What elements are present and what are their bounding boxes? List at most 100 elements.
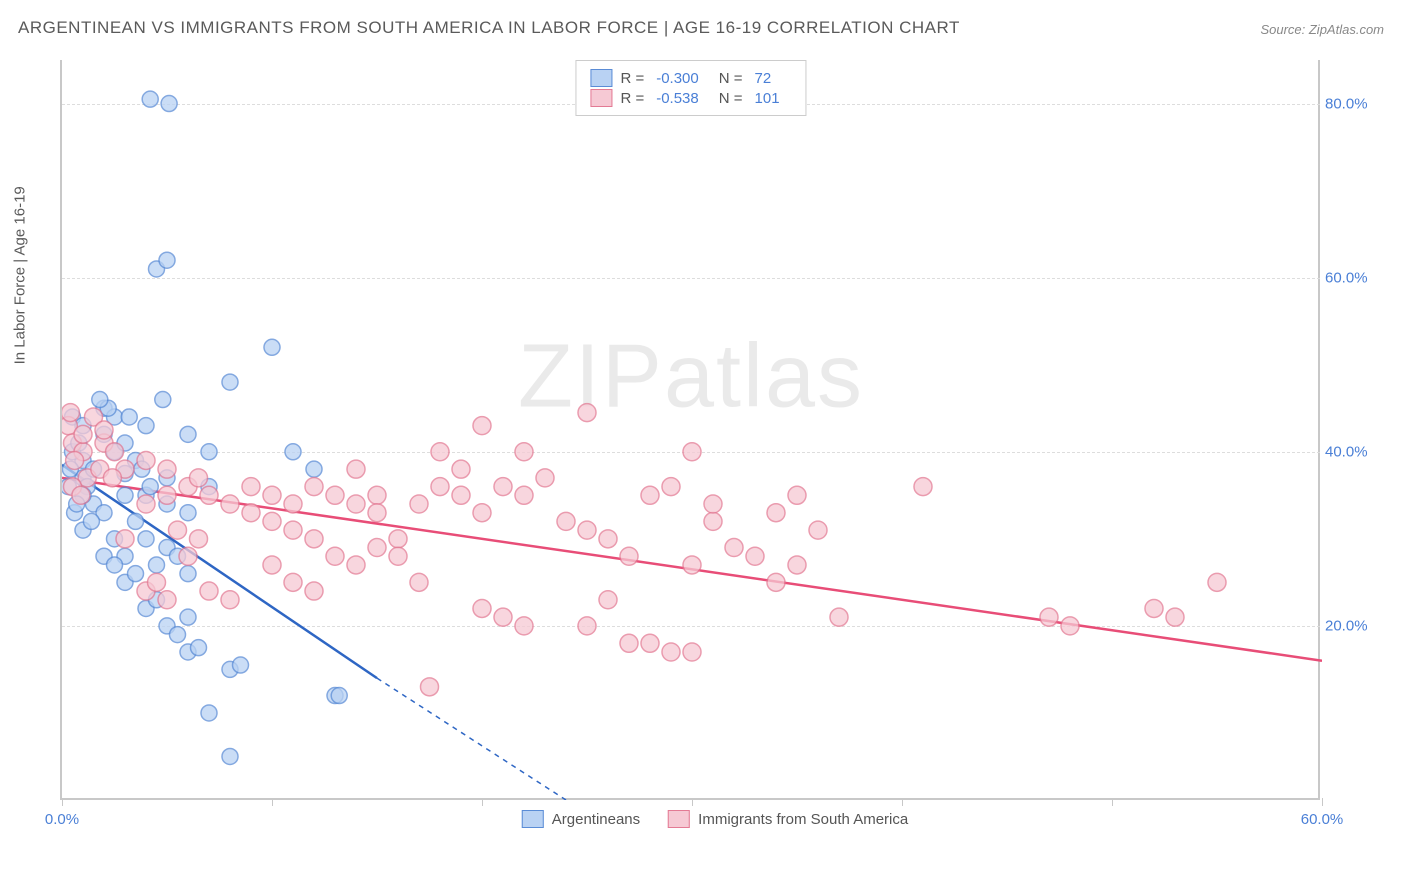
data-point xyxy=(410,495,428,513)
legend-label: Argentineans xyxy=(552,811,640,828)
data-point xyxy=(138,531,154,547)
r-label: R = xyxy=(620,70,644,87)
data-point xyxy=(746,547,764,565)
data-point xyxy=(326,547,344,565)
xtick-label: 60.0% xyxy=(1301,811,1344,828)
data-point xyxy=(158,591,176,609)
xtick-label: 0.0% xyxy=(45,811,79,828)
data-point xyxy=(641,634,659,652)
r-value-2: -0.538 xyxy=(656,90,699,107)
data-point xyxy=(578,521,596,539)
data-point xyxy=(1166,608,1184,626)
data-point xyxy=(389,547,407,565)
ytick-label: 40.0% xyxy=(1325,443,1375,460)
data-point xyxy=(158,486,176,504)
data-point xyxy=(305,478,323,496)
data-point xyxy=(683,556,701,574)
data-point xyxy=(599,530,617,548)
n-label: N = xyxy=(719,90,743,107)
data-point xyxy=(389,530,407,548)
data-point xyxy=(578,617,596,635)
legend-item-argentineans: Argentineans xyxy=(522,810,640,828)
data-point xyxy=(1208,573,1226,591)
data-point xyxy=(137,451,155,469)
swatch-blue xyxy=(590,69,612,87)
data-point xyxy=(137,495,155,513)
legend-correlation: R = -0.300 N = 72 R = -0.538 N = 101 xyxy=(575,60,806,116)
data-point xyxy=(158,460,176,478)
data-point xyxy=(142,479,158,495)
data-point xyxy=(662,643,680,661)
data-point xyxy=(106,443,124,461)
data-point xyxy=(1061,617,1079,635)
scatter-svg xyxy=(62,60,1322,800)
data-point xyxy=(117,487,133,503)
data-point xyxy=(233,657,249,673)
data-point xyxy=(578,404,596,422)
r-value-1: -0.300 xyxy=(656,70,699,87)
data-point xyxy=(494,608,512,626)
data-point xyxy=(285,444,301,460)
data-point xyxy=(116,530,134,548)
data-point xyxy=(410,573,428,591)
data-point xyxy=(431,478,449,496)
data-point xyxy=(473,504,491,522)
data-point xyxy=(767,504,785,522)
data-point xyxy=(128,566,144,582)
data-point xyxy=(536,469,554,487)
data-point xyxy=(305,582,323,600)
data-point xyxy=(347,460,365,478)
regression-line-dashed xyxy=(377,678,566,800)
data-point xyxy=(767,573,785,591)
data-point xyxy=(368,539,386,557)
swatch-pink xyxy=(668,810,690,828)
data-point xyxy=(1145,599,1163,617)
data-point xyxy=(305,530,323,548)
legend-row-argentineans: R = -0.300 N = 72 xyxy=(590,69,791,87)
data-point xyxy=(331,688,347,704)
data-point xyxy=(200,486,218,504)
chart-area: In Labor Force | Age 16-19 ZIPatlas R = … xyxy=(60,60,1370,830)
data-point xyxy=(683,643,701,661)
data-point xyxy=(515,486,533,504)
data-point xyxy=(242,504,260,522)
ytick-label: 80.0% xyxy=(1325,95,1375,112)
data-point xyxy=(142,91,158,107)
n-label: N = xyxy=(719,70,743,87)
data-point xyxy=(515,617,533,635)
data-point xyxy=(788,556,806,574)
data-point xyxy=(452,486,470,504)
data-point xyxy=(473,417,491,435)
legend-row-immigrants: R = -0.538 N = 101 xyxy=(590,89,791,107)
data-point xyxy=(620,634,638,652)
data-point xyxy=(103,469,121,487)
data-point xyxy=(809,521,827,539)
data-point xyxy=(180,566,196,582)
data-point xyxy=(221,591,239,609)
source-attribution: Source: ZipAtlas.com xyxy=(1260,22,1384,37)
swatch-blue xyxy=(522,810,544,828)
data-point xyxy=(200,582,218,600)
data-point xyxy=(557,512,575,530)
data-point xyxy=(83,513,99,529)
data-point xyxy=(263,512,281,530)
data-point xyxy=(914,478,932,496)
data-point xyxy=(662,478,680,496)
data-point xyxy=(66,451,84,469)
legend-label: Immigrants from South America xyxy=(698,811,908,828)
data-point xyxy=(222,748,238,764)
data-point xyxy=(431,443,449,461)
data-point xyxy=(121,409,137,425)
data-point xyxy=(494,478,512,496)
data-point xyxy=(107,557,123,573)
data-point xyxy=(221,495,239,513)
data-point xyxy=(92,392,108,408)
data-point xyxy=(170,627,186,643)
data-point xyxy=(128,513,144,529)
data-point xyxy=(704,512,722,530)
y-axis-label: In Labor Force | Age 16-19 xyxy=(12,186,29,364)
data-point xyxy=(284,495,302,513)
plot-region: ZIPatlas R = -0.300 N = 72 R = -0.538 N … xyxy=(60,60,1320,800)
xtick xyxy=(1322,798,1323,806)
data-point xyxy=(191,640,207,656)
